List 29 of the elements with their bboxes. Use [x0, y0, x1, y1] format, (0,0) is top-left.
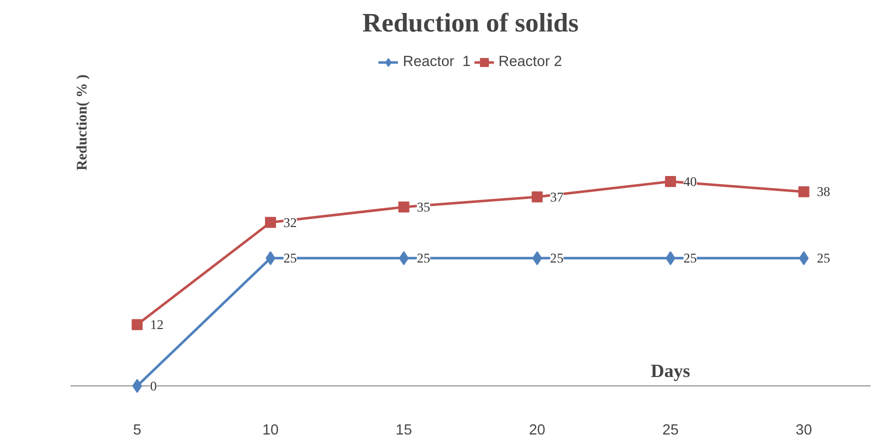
data-label: 40	[684, 174, 698, 190]
x-tick-label: 25	[662, 422, 679, 438]
data-label: 25	[816, 250, 830, 266]
point	[398, 202, 410, 213]
point	[265, 216, 276, 228]
data-label: 25	[284, 250, 298, 266]
x-tick-label: 5	[133, 422, 142, 438]
data-label: 37	[550, 189, 564, 204]
data-label: 32	[284, 214, 297, 230]
point	[665, 176, 676, 188]
data-label: 25	[684, 250, 698, 266]
data-label: 35	[416, 200, 430, 215]
x-tick-label: 30	[796, 422, 812, 438]
data-label: 25	[550, 250, 564, 266]
point	[532, 191, 543, 202]
point	[798, 186, 810, 198]
x-axis-title: Days	[650, 360, 690, 382]
x-tick-label: 15	[396, 422, 412, 438]
legend-label: Reactor 2	[498, 54, 562, 70]
data-label: 25	[416, 250, 430, 266]
data-label: 38	[816, 184, 830, 200]
x-tick-label: 20	[529, 422, 546, 438]
x-tick-label: 10	[262, 422, 279, 438]
data-label: 0	[150, 378, 158, 394]
y-axis-title: Reduction( % )	[74, 74, 90, 171]
legend-label: Reactor 1	[402, 54, 471, 70]
data-label: 12	[150, 317, 164, 332]
chart-title: Reduction of solids	[362, 8, 579, 38]
point	[132, 319, 143, 330]
